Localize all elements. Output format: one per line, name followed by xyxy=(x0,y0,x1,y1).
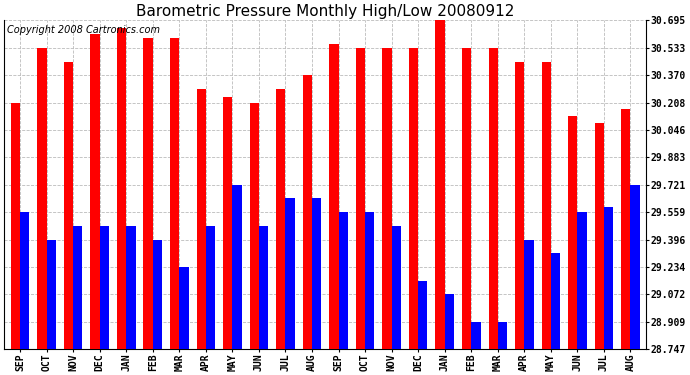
Bar xyxy=(117,28,126,349)
Bar xyxy=(144,38,152,349)
Bar xyxy=(621,109,631,349)
Bar xyxy=(445,294,454,349)
Bar xyxy=(152,240,162,349)
Bar xyxy=(197,89,206,349)
Title: Barometric Pressure Monthly High/Low 20080912: Barometric Pressure Monthly High/Low 200… xyxy=(136,4,515,19)
Text: Copyright 2008 Cartronics.com: Copyright 2008 Cartronics.com xyxy=(8,25,160,35)
Bar xyxy=(515,62,524,349)
Bar xyxy=(47,240,56,349)
Bar xyxy=(170,38,179,349)
Bar xyxy=(418,280,428,349)
Bar xyxy=(64,62,73,349)
Bar xyxy=(286,198,295,349)
Bar xyxy=(578,212,586,349)
Bar xyxy=(206,226,215,349)
Bar xyxy=(568,116,578,349)
Bar xyxy=(524,240,533,349)
Bar xyxy=(73,226,83,349)
Bar xyxy=(339,212,348,349)
Bar xyxy=(604,207,613,349)
Bar xyxy=(392,226,401,349)
Bar xyxy=(551,253,560,349)
Bar xyxy=(329,44,339,349)
Bar xyxy=(20,212,30,349)
Bar xyxy=(126,226,135,349)
Bar xyxy=(223,97,233,349)
Bar xyxy=(37,48,47,349)
Bar xyxy=(471,322,480,349)
Bar xyxy=(90,34,100,349)
Bar xyxy=(312,198,322,349)
Bar xyxy=(11,102,20,349)
Bar xyxy=(259,226,268,349)
Bar xyxy=(631,185,640,349)
Bar xyxy=(497,322,507,349)
Bar xyxy=(233,185,241,349)
Bar xyxy=(365,212,375,349)
Bar xyxy=(100,226,109,349)
Bar xyxy=(276,89,286,349)
Bar xyxy=(542,62,551,349)
Bar xyxy=(179,267,188,349)
Bar xyxy=(356,48,365,349)
Bar xyxy=(462,48,471,349)
Bar xyxy=(435,20,445,349)
Bar xyxy=(409,48,418,349)
Bar xyxy=(489,48,497,349)
Bar xyxy=(250,102,259,349)
Bar xyxy=(595,123,604,349)
Bar xyxy=(303,75,312,349)
Bar xyxy=(382,48,392,349)
